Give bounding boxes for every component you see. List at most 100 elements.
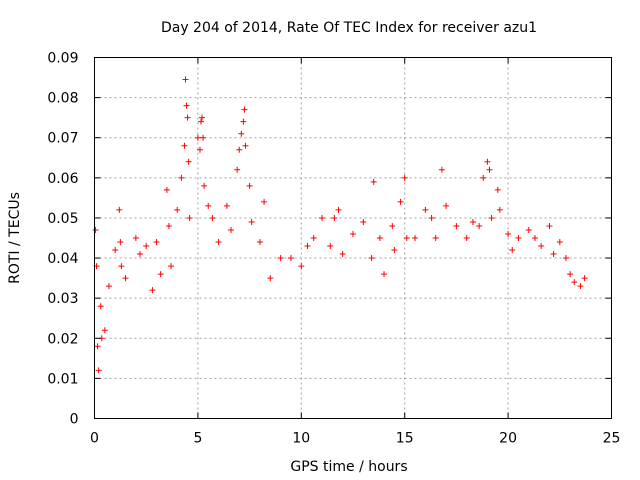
data-points xyxy=(92,76,588,374)
data-point xyxy=(476,222,483,229)
data-point xyxy=(122,275,129,282)
data-point xyxy=(571,279,578,286)
data-point xyxy=(428,214,435,221)
x-tick-labels: 0 5 10 15 20 25 xyxy=(90,431,620,447)
data-point xyxy=(339,251,346,258)
data-point xyxy=(267,275,274,282)
data-point xyxy=(509,247,516,254)
data-point xyxy=(215,239,222,246)
data-point xyxy=(261,198,268,205)
data-point xyxy=(163,186,170,193)
data-point xyxy=(201,182,208,189)
y-tick-label: 0.09 xyxy=(47,51,78,67)
data-point xyxy=(227,226,234,233)
data-point xyxy=(97,303,104,310)
x-tick-label: 15 xyxy=(396,431,414,447)
y-tick-label: 0.05 xyxy=(47,211,78,227)
data-point xyxy=(370,178,377,185)
data-point xyxy=(153,239,160,246)
data-point xyxy=(389,222,396,229)
data-point xyxy=(550,251,557,258)
data-point xyxy=(397,198,404,205)
data-point xyxy=(443,202,450,209)
data-point xyxy=(94,343,101,350)
y-tick-label: 0.03 xyxy=(47,291,78,307)
data-point xyxy=(531,235,538,241)
data-point xyxy=(438,166,445,173)
data-point xyxy=(196,146,203,153)
data-point xyxy=(256,239,263,246)
y-axis-label: ROTI / TECUs xyxy=(7,192,23,284)
grid-lines xyxy=(94,57,612,419)
data-point xyxy=(577,283,584,290)
data-point xyxy=(350,230,356,237)
y-tick-labels: 0 0.01 0.02 0.03 0.04 0.05 0.06 0.07 0.08 0.09 xyxy=(47,51,78,428)
data-point xyxy=(432,235,439,241)
chart-title: Day 204 of 2014, Rate Of TEC Index for r… xyxy=(161,20,537,36)
data-point xyxy=(318,214,325,221)
data-point xyxy=(118,263,125,270)
data-point xyxy=(200,134,207,141)
y-tick-label: 0.01 xyxy=(47,371,78,387)
data-point xyxy=(391,247,398,254)
data-point xyxy=(184,114,191,121)
x-tick-label: 10 xyxy=(292,431,310,447)
data-point xyxy=(287,255,294,262)
data-point xyxy=(165,222,172,229)
data-point xyxy=(182,76,189,83)
data-point xyxy=(277,255,284,262)
data-point xyxy=(401,174,408,181)
data-point xyxy=(563,255,570,262)
y-tick-label: 0.08 xyxy=(47,91,78,107)
data-point xyxy=(368,255,375,262)
data-point xyxy=(157,271,164,278)
data-point xyxy=(117,239,124,246)
data-point xyxy=(381,271,388,278)
data-point xyxy=(248,218,255,225)
data-point xyxy=(469,218,476,225)
data-point xyxy=(116,206,123,213)
data-point xyxy=(494,186,501,193)
y-tick-label: 0 xyxy=(70,412,79,428)
data-point xyxy=(538,243,545,250)
data-point xyxy=(488,214,495,221)
data-point xyxy=(546,222,553,229)
data-point xyxy=(92,226,99,233)
data-point xyxy=(240,118,247,125)
y-tick-label: 0.06 xyxy=(47,171,78,187)
y-tick-label: 0.04 xyxy=(47,251,78,267)
data-point xyxy=(223,202,230,209)
data-point xyxy=(143,243,150,250)
data-point xyxy=(132,235,139,241)
data-point xyxy=(112,247,119,254)
data-point xyxy=(486,166,493,173)
data-point xyxy=(360,218,367,225)
data-point xyxy=(183,102,190,109)
data-point xyxy=(412,235,419,241)
data-point xyxy=(136,251,143,258)
data-point xyxy=(174,206,181,213)
data-point xyxy=(198,118,205,125)
data-point xyxy=(298,263,305,270)
data-point xyxy=(181,142,188,149)
data-point xyxy=(480,174,487,181)
data-point xyxy=(199,114,206,121)
data-point xyxy=(246,182,253,189)
data-point xyxy=(236,146,243,153)
data-point xyxy=(496,206,503,213)
data-point xyxy=(205,202,212,209)
data-point xyxy=(567,271,574,278)
data-point xyxy=(178,174,185,181)
data-point xyxy=(101,327,108,334)
data-point xyxy=(194,134,201,141)
axis-ticks xyxy=(94,57,612,419)
data-point xyxy=(95,367,102,374)
y-tick-label: 0.07 xyxy=(47,131,78,147)
data-point xyxy=(149,287,156,294)
data-point xyxy=(242,142,249,149)
data-point xyxy=(335,206,342,213)
data-point xyxy=(515,235,522,241)
data-point xyxy=(234,166,241,173)
data-point xyxy=(186,214,193,221)
